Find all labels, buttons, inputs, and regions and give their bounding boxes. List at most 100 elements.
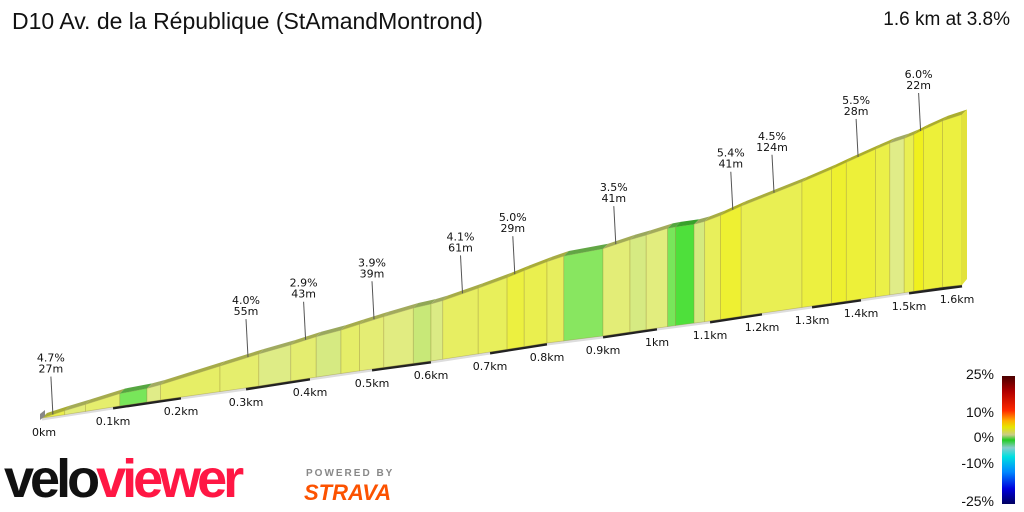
annotation-length: 61m (448, 241, 473, 254)
annotation-gradient: 3.5% (600, 181, 628, 194)
annotation-length: 43m (291, 288, 316, 301)
profile-segment-top (704, 210, 726, 222)
annotation-length: 41m (718, 158, 743, 171)
profile-segment (704, 214, 721, 323)
distance-tick-label: 1.2km (745, 321, 780, 334)
profile-segment-top (831, 157, 852, 170)
distance-tick-label: 0km (32, 426, 56, 439)
profile-segment (903, 133, 915, 294)
profile-segment (645, 227, 668, 331)
gradient-legend: 25% 10% 0% -10% -25% (960, 366, 1024, 509)
distance-tick-label: 0.5km (355, 377, 390, 390)
annotation-leader-line (245, 319, 249, 358)
profile-segment (315, 329, 342, 378)
logo-velo: velo (4, 449, 100, 509)
distance-scale-stripe (245, 377, 311, 391)
profile-segment-top (507, 265, 530, 278)
distance-tick-label: 0.1km (96, 415, 131, 428)
annotation-leader-line (918, 92, 922, 131)
profile-segment-top (630, 230, 652, 240)
annotation-gradient: 4.5% (758, 130, 786, 143)
distance-tick-label: 0.7km (473, 360, 508, 373)
profile-segment-top (875, 138, 895, 150)
profile-segment (477, 277, 508, 355)
distance-tick-label: 1.6km (940, 293, 975, 306)
annotation-leader-line (303, 301, 307, 340)
profile-segment-top (383, 303, 419, 317)
profile-segment (913, 128, 924, 292)
profile-segment-top (603, 234, 635, 249)
profile-segment (442, 287, 479, 360)
distance-tick-label: 0.3km (229, 396, 264, 409)
legend-label: 25% (965, 366, 994, 382)
profile-segment-top (341, 319, 365, 331)
legend-label: -25% (961, 493, 994, 509)
annotation-leader-line (512, 236, 516, 275)
distance-scale-stripe (489, 342, 548, 355)
veloviewer-logo: veloviewer (4, 449, 244, 509)
profile-segment-top (42, 405, 70, 418)
profile-segment-top (563, 243, 608, 256)
profile-segment (889, 137, 905, 296)
annotation-length: 124m (756, 141, 788, 154)
profile-segment (831, 161, 847, 304)
annotation-length: 28m (844, 105, 869, 118)
profile-segment (383, 307, 414, 368)
annotation-gradient: 5.5% (842, 94, 870, 107)
profile-segment-top (220, 348, 264, 367)
distance-scale-stripe (602, 327, 658, 339)
profile-segment (340, 323, 360, 374)
annotation-leader-line (771, 154, 775, 193)
distance-scale-stripe (811, 298, 862, 309)
profile-segment-top (442, 283, 484, 301)
distance-tick-label: 1.4km (844, 307, 879, 320)
profile-segment (875, 142, 891, 298)
distance-tick-label: 0.6km (414, 369, 449, 382)
distance-scale-stripe (860, 291, 910, 302)
profile-segment (506, 270, 525, 350)
distance-scale-stripe (908, 284, 963, 295)
profile-segment (923, 120, 943, 291)
legend-label: 10% (965, 404, 994, 420)
profile-segment (523, 261, 548, 348)
annotation-gradient: 4.0% (232, 294, 260, 307)
distance-scale-stripe (371, 360, 432, 372)
profile-segment-top (675, 219, 700, 227)
profile-segment-top (913, 124, 929, 135)
profile-segment-top (147, 379, 166, 389)
annotation-gradient: 4.7% (37, 352, 65, 365)
profile-segment-top (258, 339, 296, 354)
profile-segment (942, 113, 963, 288)
distance-tick-label: 1km (645, 336, 669, 349)
segment-title: D10 Av. de la République (StAmandMontron… (12, 8, 483, 34)
distance-scale-stripe (180, 387, 247, 400)
annotation-gradient: 2.9% (290, 277, 318, 290)
annotation-leader-line (460, 255, 463, 294)
distance-tick-label: 1.1km (693, 329, 728, 342)
profile-segment-top (547, 250, 569, 262)
profile-segment-top (478, 272, 513, 289)
distance-scale-stripe (656, 320, 711, 331)
legend-label: 0% (973, 429, 994, 445)
annotation-length: 22m (906, 79, 931, 92)
annotation-leader-line (613, 206, 617, 245)
profile-segment (693, 220, 706, 324)
profile-segment-top (413, 298, 436, 309)
profile-segment-top (316, 325, 346, 337)
distance-tick-label: 0.8km (530, 351, 565, 364)
legend-color-bar (1002, 376, 1015, 504)
profile-segment (845, 148, 876, 302)
profile-segment (563, 248, 604, 342)
profile-segment-top (667, 221, 681, 229)
profile-segment-top (160, 361, 225, 385)
annotation-leader-line (371, 281, 375, 320)
profile-segment-top (119, 383, 152, 394)
annotation-length: 39m (360, 267, 385, 280)
distance-scale-stripe (41, 406, 114, 421)
profile-end-face (962, 109, 967, 286)
annotation-gradient: 3.9% (358, 256, 386, 269)
distance-tick-label: 0.9km (586, 344, 621, 357)
profile-segment-top (694, 216, 710, 225)
annotation-gradient: 5.0% (499, 211, 527, 224)
distance-scale-stripe (761, 305, 813, 316)
